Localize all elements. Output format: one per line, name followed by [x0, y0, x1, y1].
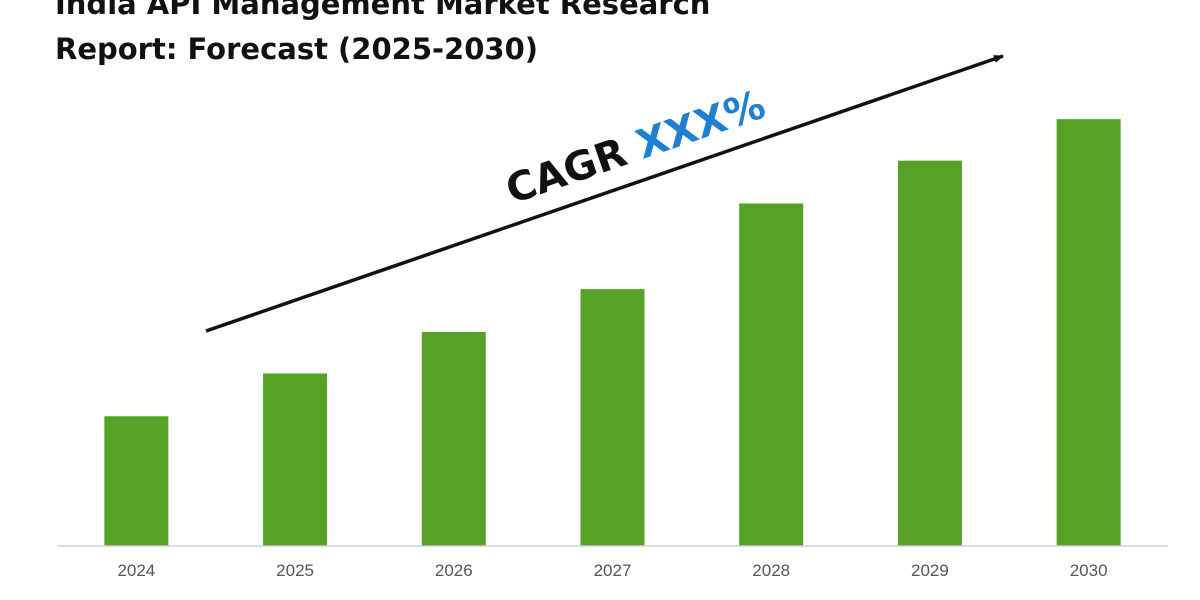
chart-title-line-2: Report: Forecast (2025-2030) — [55, 32, 539, 66]
chart-title: India API Management Market Research Rep… — [55, 0, 710, 72]
x-tick-label-2028: 2028 — [752, 561, 790, 580]
bar-series — [104, 119, 1121, 547]
bar-2028 — [739, 203, 804, 546]
bar-2024 — [104, 416, 169, 546]
bar-2029 — [897, 160, 962, 546]
bar-2027 — [580, 289, 645, 546]
x-tick-label-2026: 2026 — [435, 561, 473, 580]
x-axis-ticks: 2024 2025 2026 2027 2028 2029 2030 — [117, 561, 1107, 580]
cagr-value: XXX% — [631, 82, 771, 169]
chart-title-line-1: India API Management Market Research — [55, 0, 711, 21]
x-tick-label-2029: 2029 — [911, 561, 949, 580]
bar-2026 — [421, 331, 486, 546]
cagr-annotation: CAGR XXX% — [500, 82, 771, 214]
bar-2025 — [263, 373, 328, 546]
cagr-label: CAGR — [500, 125, 645, 213]
x-tick-label-2025: 2025 — [276, 561, 314, 580]
growth-trend-arrow — [205, 54, 1004, 333]
x-tick-label-2027: 2027 — [594, 561, 632, 580]
x-tick-label-2030: 2030 — [1070, 561, 1108, 580]
x-tick-label-2024: 2024 — [117, 561, 155, 580]
bar-2030 — [1056, 119, 1121, 547]
